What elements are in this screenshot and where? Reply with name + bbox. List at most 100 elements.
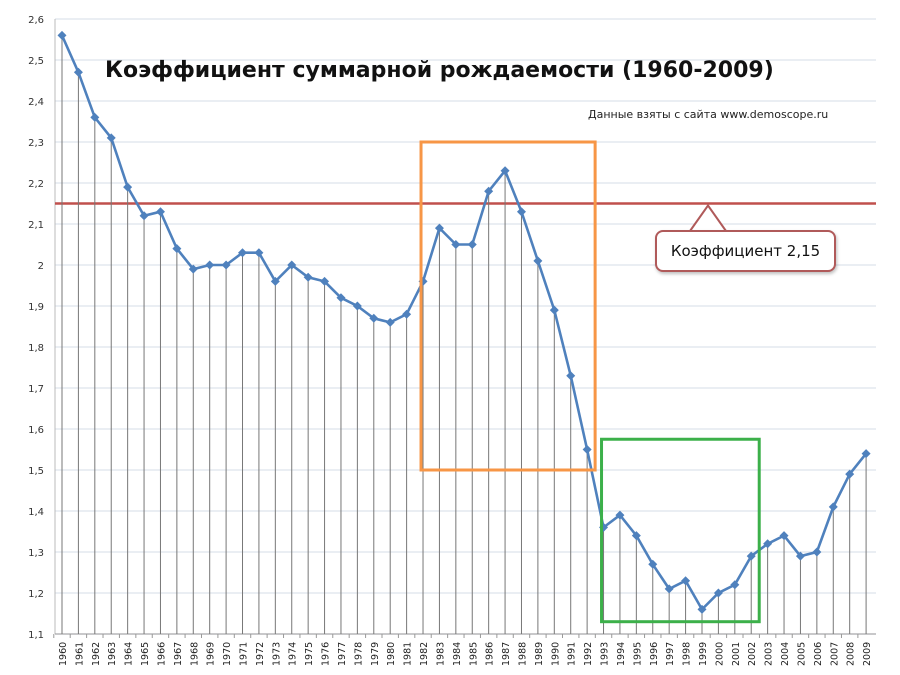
data-point	[828, 502, 838, 512]
y-tick-label: 1,8	[28, 343, 44, 354]
x-tick-label: 1977	[337, 642, 348, 666]
series-line	[60, 34, 868, 612]
y-tick-label: 2,4	[28, 97, 44, 108]
data-point	[369, 313, 379, 323]
x-tick-label: 1970	[222, 642, 233, 666]
data-point	[681, 576, 691, 586]
x-tick-label: 1964	[124, 642, 135, 666]
y-tick-label: 2,1	[28, 220, 44, 231]
x-tick-label: 1978	[353, 642, 364, 666]
data-point	[795, 551, 805, 561]
data-point	[434, 223, 444, 233]
x-tick-label: 1969	[206, 642, 217, 666]
data-point	[566, 371, 576, 381]
data-point	[352, 301, 362, 311]
y-tick-label: 1,2	[28, 589, 44, 600]
x-tick-label: 1988	[517, 642, 528, 666]
x-tick-label: 1975	[304, 642, 315, 666]
y-tick-label: 2,5	[28, 56, 44, 67]
y-tick-label: 2	[38, 261, 44, 272]
data-point	[779, 531, 789, 541]
x-tick-label: 1966	[156, 642, 167, 666]
data-point	[303, 272, 313, 282]
data-point	[254, 248, 264, 258]
x-tick-label: 1989	[534, 642, 545, 666]
data-point	[188, 264, 198, 274]
data-point	[336, 293, 346, 303]
x-tick-label: 1996	[649, 642, 660, 666]
highlight-box	[600, 437, 761, 624]
data-point	[270, 276, 280, 286]
x-tick-label: 1986	[485, 642, 496, 666]
x-tick-label: 1990	[550, 642, 561, 666]
y-tick-label: 1,7	[28, 384, 44, 395]
x-tick-label: 1963	[107, 642, 118, 666]
data-point	[615, 510, 625, 520]
data-point	[238, 248, 248, 258]
x-tick-label: 1983	[435, 642, 446, 666]
reference-callout: Коэффициент 2,15	[655, 230, 836, 272]
x-tick-label: 1984	[452, 642, 463, 666]
callout-pointer	[689, 203, 727, 232]
x-tick-label: 2001	[731, 642, 742, 666]
x-tick-label: 1982	[419, 642, 430, 666]
x-tick-label: 1968	[189, 642, 200, 666]
x-tick-label: 1965	[140, 642, 151, 666]
y-tick-label: 1,5	[28, 466, 44, 477]
x-tick-label: 1985	[468, 642, 479, 666]
x-tick-label: 1973	[271, 642, 282, 666]
data-point	[73, 67, 83, 77]
data-point	[861, 449, 871, 459]
data-point	[90, 112, 100, 122]
x-tick-label: 2006	[813, 642, 824, 666]
x-tick-label: 1961	[74, 642, 85, 666]
data-point	[812, 547, 822, 557]
x-tick-label: 2000	[714, 642, 725, 666]
x-tick-label: 1976	[321, 642, 332, 666]
x-tick-label: 2008	[846, 642, 857, 666]
x-tick-label: 1981	[403, 642, 414, 666]
y-tick-label: 1,4	[28, 507, 44, 518]
x-tick-label: 1995	[632, 642, 643, 666]
x-tick-label: 1974	[288, 642, 299, 666]
x-tick-label: 1972	[255, 642, 266, 666]
x-tick-label: 1994	[616, 642, 627, 666]
x-tick-label: 1997	[665, 642, 676, 666]
chart-title: Коэффициент суммарной рождаемости (1960-…	[105, 58, 774, 83]
data-point	[123, 182, 133, 192]
x-tick-label: 2005	[796, 642, 807, 666]
y-tick-label: 2,3	[28, 138, 44, 149]
data-point	[221, 260, 231, 270]
data-point	[287, 260, 297, 270]
x-tick-label: 1993	[600, 642, 611, 666]
x-tick-label: 2009	[862, 642, 873, 666]
x-tick-label: 1987	[501, 642, 512, 666]
data-point	[664, 584, 674, 594]
x-tick-label: 1971	[239, 642, 250, 666]
x-tick-label: 2007	[829, 642, 840, 666]
x-tick-label: 2004	[780, 642, 791, 666]
data-point	[763, 539, 773, 549]
data-point	[697, 604, 707, 614]
data-point	[57, 30, 67, 40]
data-point	[549, 305, 559, 315]
data-point	[205, 260, 215, 270]
x-tick-label: 2002	[747, 642, 758, 666]
data-point	[648, 559, 658, 569]
data-point	[320, 276, 330, 286]
data-point	[172, 244, 182, 254]
data-point	[139, 211, 149, 221]
highlight-box	[419, 140, 597, 472]
x-tick-label: 1960	[58, 642, 69, 666]
data-point	[516, 207, 526, 217]
data-point	[385, 317, 395, 327]
data-point	[533, 256, 543, 266]
x-tick-label: 1980	[386, 642, 397, 666]
data-point	[106, 133, 116, 143]
x-tick-label: 1998	[682, 642, 693, 666]
data-point	[500, 166, 510, 176]
y-tick-label: 1,6	[28, 425, 44, 436]
x-tick-label: 2003	[764, 642, 775, 666]
y-tick-label: 1,9	[28, 302, 44, 313]
